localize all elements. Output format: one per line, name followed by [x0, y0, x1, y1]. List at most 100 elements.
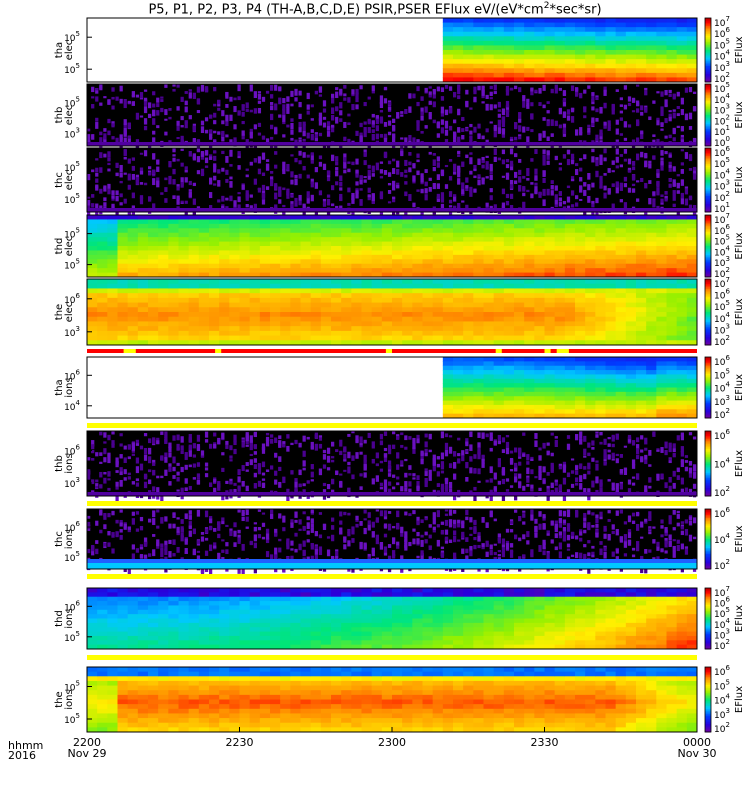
colorbar-segment [705, 305, 711, 308]
colorbar-segment [705, 175, 711, 178]
colorbar-segment [705, 512, 711, 514]
flag-bar-yellow [87, 423, 697, 428]
colorbar-segment [705, 61, 711, 64]
ylabel-thb-ions-probe: thb [54, 455, 65, 472]
colorbar-segment [705, 621, 711, 624]
colorbar-segment [705, 91, 711, 94]
colorbar-segment [705, 303, 711, 306]
ylabel-thb-elec-species: elec [64, 105, 75, 126]
colorbar-frame [704, 278, 712, 346]
colorbar-segment [705, 372, 711, 375]
colorbar-segment [705, 494, 711, 497]
colorbar-segment [705, 560, 711, 562]
colorbar-label: EFlux [734, 605, 745, 632]
colorbar-segment [705, 53, 711, 56]
colorbar-segment [705, 253, 711, 256]
colorbar-segment [705, 465, 711, 468]
colorbar-label: EFlux [734, 166, 745, 193]
colorbar-segment [705, 548, 711, 550]
colorbar-segment [705, 612, 711, 615]
colorbar-segment [705, 694, 711, 697]
colorbar-segment [705, 97, 711, 100]
ylabel-thc-ions-probe: thc [54, 531, 65, 547]
colorbar-segment [705, 218, 711, 221]
colorbar-segment [705, 256, 711, 259]
ylabel-the-elec-probe: the [54, 304, 65, 320]
colorbar-segment [705, 323, 711, 326]
colorbar-segment [705, 164, 711, 167]
colorbar-segment [705, 51, 711, 54]
colorbar-tick-label: 103 [714, 707, 730, 721]
colorbar-tick-label: 106 [714, 354, 730, 368]
colorbar-segment [705, 401, 711, 404]
colorbar-segment [705, 592, 711, 595]
colorbar-label: EFlux [734, 298, 745, 325]
colorbar-segment [705, 67, 711, 70]
colorbar-segment [705, 414, 711, 417]
colorbar-segment [705, 101, 711, 104]
colorbar-segment [705, 72, 711, 75]
colorbar-segment [705, 54, 711, 57]
colorbar-segment [705, 591, 711, 594]
colorbar-segment [705, 29, 711, 32]
colorbar-segment [705, 279, 711, 282]
ylabel-tha-ions-probe: tha [54, 379, 65, 395]
colorbar-segment [705, 407, 711, 410]
colorbar-label: EFlux [734, 232, 745, 259]
colorbar-segment [705, 108, 711, 111]
ytick-label: 105 [64, 712, 80, 726]
colorbar-segment [705, 521, 711, 523]
xtick-label: 2300 [378, 736, 406, 749]
colorbar-segment [705, 542, 711, 544]
xtick-date-label: Nov 30 [678, 747, 717, 760]
colorbar-segment [705, 154, 711, 157]
colorbar-segment [705, 481, 711, 484]
colorbar-segment [705, 32, 711, 35]
colorbar-segment [705, 444, 711, 447]
colorbar-segment [705, 440, 711, 443]
colorbar-segment [705, 192, 711, 195]
spectrogram-panel-thd-ions [86, 587, 698, 650]
ytick-label: 106 [64, 368, 80, 382]
colorbar-segment [705, 250, 711, 253]
colorbar-segment [705, 557, 711, 559]
colorbar-segment [705, 312, 711, 315]
colorbar-segment [705, 167, 711, 170]
colorbar-segment [705, 160, 711, 163]
spectrogram-panel-the-elec [86, 278, 698, 346]
colorbar-segment [705, 704, 711, 707]
colorbar-segment [705, 551, 711, 553]
colorbar-segment [705, 181, 711, 184]
colorbar-segment [705, 539, 711, 541]
flag-bar-gap [385, 349, 392, 353]
ytick-label: 106 [64, 292, 80, 306]
colorbar-segment [705, 280, 711, 283]
colorbar-segment [705, 93, 711, 96]
colorbar-segment [705, 594, 711, 597]
colorbar-segment [705, 636, 711, 639]
colorbar-segment [705, 588, 711, 591]
colorbar-segment [705, 524, 711, 526]
colorbar-segment [705, 457, 711, 460]
colorbar-segment [705, 606, 711, 609]
colorbar-segment [705, 390, 711, 393]
colorbar-tick-label: 105 [714, 678, 730, 692]
time-axis-label: hhmm [8, 739, 44, 752]
colorbar-segment [705, 387, 711, 390]
xtick-label: 2200 [73, 736, 101, 749]
ytick-label: 105 [64, 630, 80, 644]
xtick-label: 2230 [226, 736, 254, 749]
colorbar-segment [705, 236, 711, 239]
colorbar-segment [705, 686, 711, 689]
colorbar-segment [705, 484, 711, 487]
colorbar-segment [705, 173, 711, 176]
colorbar-segment [705, 19, 711, 22]
colorbar-tick-label: 103 [714, 394, 730, 408]
colorbar-segment [705, 246, 711, 249]
spectrogram-panel-thb-elec [86, 83, 698, 152]
colorbar-segment [705, 295, 711, 298]
colorbar-segment [705, 645, 711, 648]
colorbar-segment [705, 343, 711, 346]
colorbar-segment [705, 671, 711, 674]
colorbar-segment [705, 151, 711, 154]
